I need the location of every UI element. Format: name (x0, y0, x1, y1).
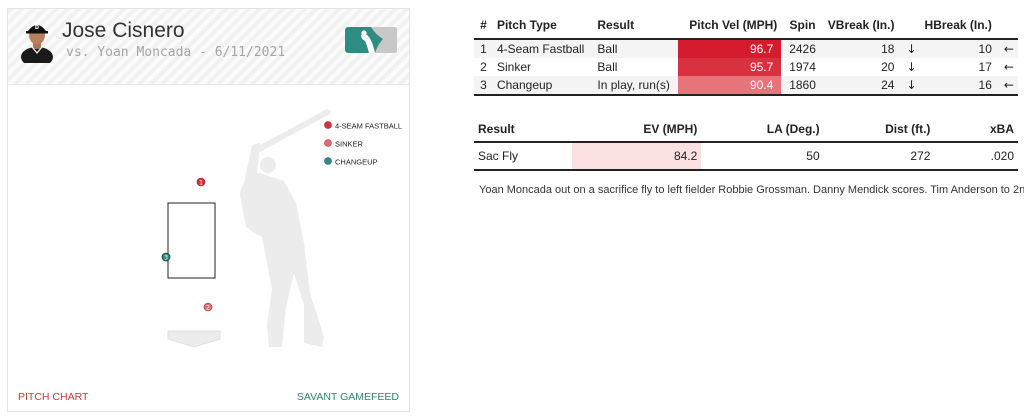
legend-item: SINKER (324, 139, 364, 149)
svg-text:2: 2 (206, 305, 210, 312)
bip-xba: .020 (934, 142, 1018, 171)
svg-text:1: 1 (199, 180, 203, 187)
svg-text:D: D (35, 25, 39, 31)
left-arrow-icon: ← (995, 39, 1018, 58)
pitch-spin: 1974 (789, 60, 816, 74)
savant-gamefeed-link[interactable]: SAVANT GAMEFEED (296, 391, 399, 403)
player-avatar: D (21, 25, 53, 63)
down-arrow-icon: ↓ (898, 39, 921, 58)
pitch-marker[interactable]: 2 (203, 302, 213, 312)
mlb-logo-icon (345, 27, 397, 53)
bip-launch-angle: 50 (701, 142, 824, 171)
svg-text:3: 3 (164, 255, 168, 262)
svg-text:CHANGEUP: CHANGEUP (335, 158, 378, 167)
pitch-result: Ball (593, 39, 679, 58)
header-bip-result: Result (474, 117, 572, 143)
pitch-marker[interactable]: 3 (161, 252, 171, 262)
legend-item: CHANGEUP (324, 157, 378, 167)
pitch-table: # Pitch Type Result Pitch Vel (MPH) Spin… (474, 11, 1018, 96)
bip-result: Sac Fly (474, 142, 572, 171)
header-num: # (474, 11, 493, 40)
header-ev: EV (MPH) (571, 117, 702, 143)
pitch-hbreak: 16 (920, 76, 996, 96)
pitch-velocity: 95.7 (678, 58, 782, 76)
pitch-chart-card: D Jose Cisnero vs. Yoan Moncada - 6/11/2… (7, 8, 410, 412)
header-spin: Spin (781, 11, 824, 40)
left-arrow-icon: ← (1003, 60, 1014, 74)
header-pitch-type: Pitch Type (492, 11, 594, 40)
pitch-result: In play, run(s) (593, 76, 679, 96)
pitch-spin: 1860 (781, 76, 824, 96)
pitch-velocity: 90.4 (678, 76, 782, 96)
down-arrow-icon: ↓ (906, 60, 917, 74)
bip-distance: 272 (823, 142, 935, 171)
pitch-velocity: 96.7 (678, 39, 782, 58)
pitch-type: Changeup (492, 76, 594, 96)
pitch-chart: 4-SEAM FASTBALL SINKER CHANGEUP 1 2 3 (161, 109, 402, 348)
header-hbreak: HBreak (In.) (920, 11, 996, 40)
table-row[interactable]: Sac Fly 84.2 50 272 .020 (474, 142, 1018, 171)
header-la: LA (Deg.) (701, 117, 824, 143)
header-xba: xBA (934, 117, 1018, 143)
play-description: Yoan Moncada out on a sacrifice fly to l… (479, 184, 1024, 196)
card-footer: PITCH CHART SAVANT GAMEFEED (8, 381, 409, 411)
matchup-text: vs. Yoan Moncada - 6/11/2021 (66, 45, 286, 60)
batted-ball-table: Result EV (MPH) LA (Deg.) Dist (ft.) xBA… (474, 117, 1018, 171)
strike-zone (167, 202, 216, 279)
pitch-hbreak: 17 (978, 60, 992, 74)
header-vbreak: VBreak (In.) (823, 11, 899, 40)
pitch-marker[interactable]: 1 (196, 177, 206, 187)
table-row[interactable]: 2 Sinker Ball 95.7 1974 20 ↓ 17 ← (474, 58, 1018, 76)
pitch-result: Ball (597, 60, 618, 74)
pitch-chart-tab[interactable]: PITCH CHART (18, 391, 89, 403)
svg-text:SINKER: SINKER (335, 140, 364, 149)
pitch-hbreak: 10 (920, 39, 996, 58)
left-arrow-icon: ← (995, 76, 1018, 96)
pitch-type: 4-Seam Fastball (492, 39, 594, 58)
header-result: Result (593, 11, 679, 40)
header-dist: Dist (ft.) (823, 117, 935, 143)
bip-exit-velocity: 84.2 (571, 142, 702, 171)
pitch-num: 2 (480, 60, 487, 74)
down-arrow-icon: ↓ (898, 76, 921, 96)
pitch-num: 1 (474, 39, 493, 58)
pitcher-name: Jose Cisnero (62, 19, 185, 42)
svg-text:4-SEAM FASTBALL: 4-SEAM FASTBALL (335, 122, 402, 131)
pitch-vbreak: 24 (823, 76, 899, 96)
pitch-vbreak: 20 (881, 60, 895, 74)
legend-item: 4-SEAM FASTBALL (324, 121, 402, 131)
pitch-spin: 2426 (781, 39, 824, 58)
pitch-num: 3 (474, 76, 493, 96)
player-header: D Jose Cisnero vs. Yoan Moncada - 6/11/2… (8, 9, 409, 85)
header-pitch-vel: Pitch Vel (MPH) (678, 11, 782, 40)
pitch-table-header: # Pitch Type Result Pitch Vel (MPH) Spin… (474, 11, 1018, 40)
table-row[interactable]: 1 4-Seam Fastball Ball 96.7 2426 18 ↓ 10… (474, 39, 1018, 58)
table-row[interactable]: 3 Changeup In play, run(s) 90.4 1860 24 … (474, 76, 1018, 96)
batter-silhouette-icon (240, 109, 331, 347)
batted-ball-header: Result EV (MPH) LA (Deg.) Dist (ft.) xBA (474, 117, 1018, 143)
home-plate (167, 330, 221, 348)
pitch-vbreak: 18 (823, 39, 899, 58)
pitch-type: Sinker (496, 60, 531, 74)
